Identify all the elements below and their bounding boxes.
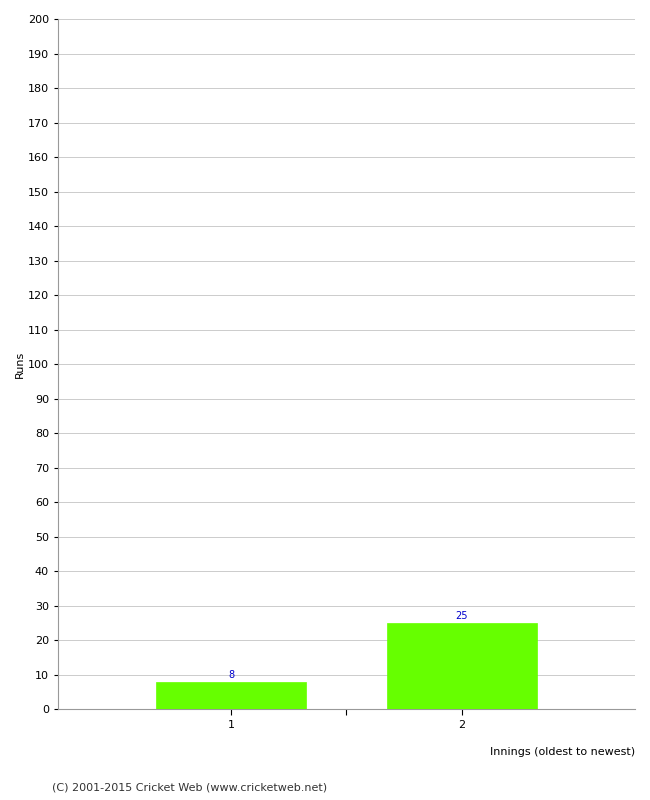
Text: 8: 8 (228, 670, 234, 680)
Text: 25: 25 (456, 611, 468, 621)
Bar (156, 682, 306, 709)
Y-axis label: Runs: Runs (15, 350, 25, 378)
Text: Innings (oldest to newest): Innings (oldest to newest) (490, 747, 635, 757)
Bar (387, 623, 537, 709)
Text: (C) 2001-2015 Cricket Web (www.cricketweb.net): (C) 2001-2015 Cricket Web (www.cricketwe… (52, 782, 327, 792)
